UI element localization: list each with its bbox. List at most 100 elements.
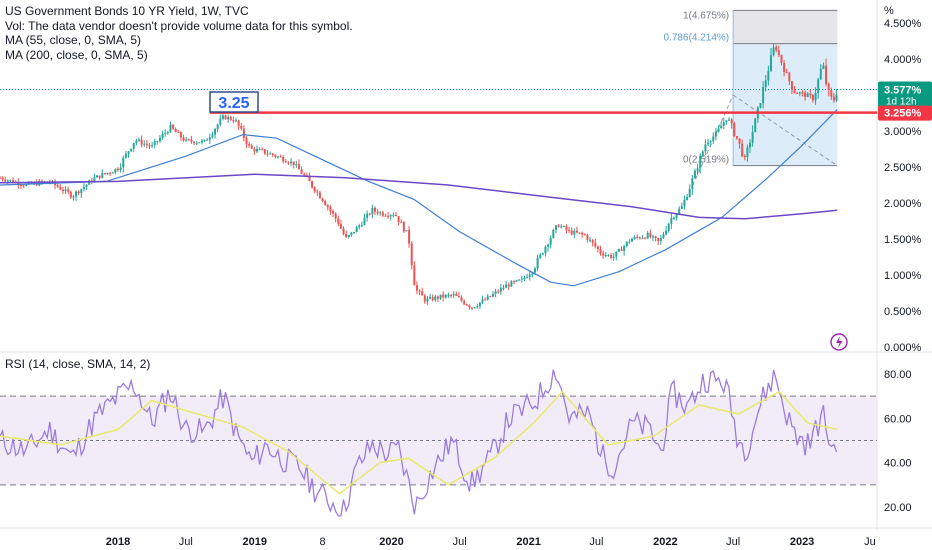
candle-body [410, 243, 413, 266]
time-tick-label: 2021 [516, 536, 540, 548]
candle-body [339, 224, 342, 229]
candle-body [680, 206, 683, 209]
candle-body [728, 119, 731, 121]
candle-body [730, 119, 733, 124]
candle-body [541, 253, 544, 255]
candle-body [263, 149, 266, 154]
fib-label-1: 1(4.675%) [683, 10, 729, 21]
candle-body [751, 132, 754, 143]
candle-body [203, 139, 206, 141]
candle-body [670, 217, 673, 224]
candle-body [166, 132, 169, 134]
candle-body [232, 119, 235, 122]
candle-body [122, 157, 125, 168]
candle-body [172, 124, 175, 129]
candle-body [573, 230, 576, 235]
candle-body [221, 115, 224, 119]
candle-body [17, 181, 20, 185]
candle-body [287, 162, 290, 164]
candle-body [4, 179, 7, 182]
time-tick-label: Jul [726, 536, 740, 548]
price-unit-label: % [884, 5, 894, 17]
candle-body [591, 239, 594, 243]
candle-body [360, 225, 363, 227]
candle-body [423, 295, 426, 302]
candle-body [206, 139, 209, 141]
candle-body [657, 237, 660, 242]
candle-body [659, 237, 662, 242]
rsi-ma-line [0, 390, 838, 495]
candle-body [830, 90, 833, 97]
candle-body [649, 232, 652, 238]
candle-body [379, 212, 382, 214]
candle-body [497, 291, 500, 293]
candle-body [164, 132, 167, 135]
candle-body [610, 254, 613, 258]
candle-body [494, 291, 497, 294]
candle-body [743, 155, 746, 157]
lightning-icon [830, 333, 848, 351]
ma55-legend[interactable]: MA (55, close, 0, SMA, 5) [5, 33, 142, 47]
candle-body [804, 92, 807, 97]
candle-body [623, 246, 626, 251]
candle-body [363, 217, 366, 226]
candle-body [515, 280, 518, 282]
time-tick-label: 2018 [106, 536, 130, 548]
candle-body [75, 191, 78, 197]
candle-body [67, 189, 70, 192]
candle-body [137, 139, 140, 141]
candle-body [651, 236, 654, 238]
candle-body [667, 223, 670, 231]
candle-body [72, 196, 75, 198]
candle-body [785, 72, 788, 74]
candle-body [106, 172, 109, 174]
candle-body [499, 287, 502, 292]
candle-body [258, 148, 261, 150]
candle-body [594, 242, 597, 247]
candle-body [117, 168, 120, 171]
candle-body [447, 294, 450, 296]
candle-body [512, 281, 515, 283]
candle-body [337, 218, 340, 225]
level-price-badge [878, 105, 932, 121]
candle-body [397, 216, 400, 222]
candle-body [332, 210, 335, 214]
candles [0, 43, 838, 311]
ma200-legend[interactable]: MA (200, close, 0, SMA, 5) [5, 47, 148, 62]
candle-body [704, 144, 707, 152]
candle-body [683, 199, 686, 207]
candle-body [93, 177, 96, 182]
candle-body [413, 265, 416, 286]
candle-body [271, 153, 274, 155]
candle-body [429, 297, 432, 299]
candle-body [426, 298, 429, 302]
candle-body [539, 254, 542, 258]
candle-body [408, 230, 411, 244]
price-tick-label: 2.000% [884, 198, 922, 210]
candle-body [9, 179, 12, 181]
candle-body [484, 299, 487, 301]
candle-body [762, 87, 765, 104]
candle-body [27, 182, 30, 185]
rsi-legend[interactable]: RSI (14, close, SMA, 14, 2) [5, 357, 151, 371]
candle-body [502, 287, 505, 289]
candle-body [418, 290, 421, 292]
candle-body [153, 141, 156, 146]
candle-body [526, 277, 529, 279]
candle-body [518, 279, 521, 281]
candle-body [749, 142, 752, 148]
candle-body [735, 135, 738, 139]
candle-body [738, 138, 741, 144]
candle-body [342, 228, 345, 235]
candle-body [557, 225, 560, 227]
candle-body [814, 92, 817, 101]
candle-body [489, 296, 492, 298]
candle-body [654, 236, 657, 238]
candle-body [809, 93, 812, 96]
candle-body [130, 148, 133, 152]
candle-body [709, 141, 712, 143]
fib-label-0: 0(2.519%) [683, 155, 729, 166]
candle-body [421, 291, 424, 296]
candle-body [161, 134, 164, 138]
chart-title: US Government Bonds 10 YR Yield, 1W, TVC [5, 4, 249, 18]
